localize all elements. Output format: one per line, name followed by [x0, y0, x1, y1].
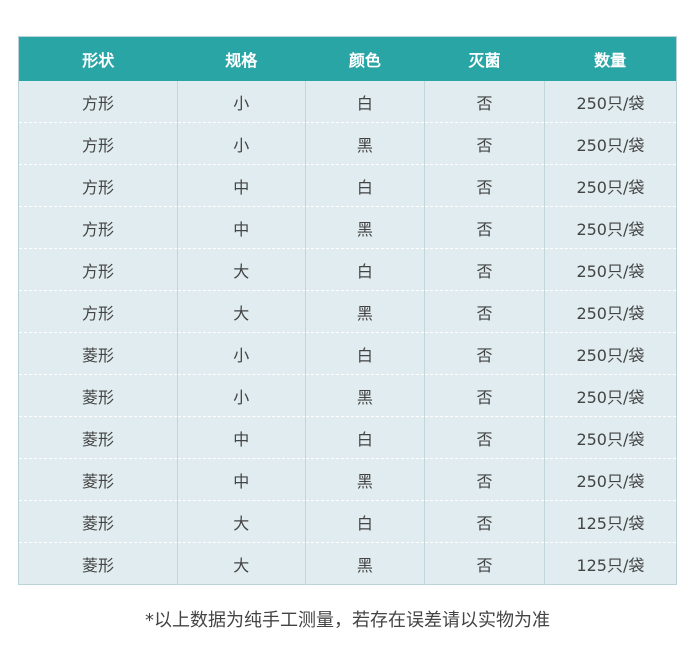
column-header: 颜色 — [305, 36, 425, 81]
table-cell: 菱形 — [18, 458, 178, 501]
table-row: 方形大白否 250只/袋 — [18, 248, 677, 291]
table-row: 方形大黑否 250只/袋 — [18, 290, 677, 333]
table-row: 菱形小黑否 250只/袋 — [18, 374, 677, 417]
table-cell: 方形 — [81, 93, 114, 113]
table-cell: 否 — [424, 122, 545, 165]
table-cell: 白 — [304, 248, 425, 291]
table-cell: 黑 — [304, 206, 425, 249]
table-header: 形状 规格 颜色 灭菌 数量 — [18, 36, 677, 81]
table-cell: 大 — [176, 542, 306, 585]
table-cell: 大 — [176, 290, 306, 333]
table-row: 菱形中黑否 250只/袋 — [18, 458, 677, 501]
table-cell: 250只/袋 — [543, 332, 677, 375]
table-cell: 菱形 — [18, 500, 178, 543]
table-row: 菱形中白否 250只/袋 — [18, 416, 677, 459]
table-row: 菱形大白否 125只/袋 — [18, 500, 677, 543]
table-row: 菱形大黑否 125只/袋 — [18, 542, 677, 585]
table-cell: 250只/袋 — [543, 374, 677, 417]
table-cell: 250只/袋 — [543, 290, 677, 333]
table-cell: 125只/袋 — [543, 500, 677, 543]
table-cell: 125只/袋 — [543, 542, 677, 585]
table-cell: 否 — [424, 332, 545, 375]
table-cell: 大 — [176, 500, 306, 543]
table-cell: 250只/袋 — [543, 164, 677, 207]
table-cell: 否 — [424, 290, 545, 333]
table-cell: 否 — [424, 206, 545, 249]
spec-table: 形状 规格 颜色 灭菌 数量 方形小白否 250只/袋 方形小黑否 250只/袋 方形中白否 25… — [18, 36, 677, 585]
table-cell: 250只/袋 — [543, 416, 677, 459]
table-cell: 菱形 — [18, 332, 178, 375]
table-cell: 白 — [304, 81, 425, 123]
table-cell: 小 — [176, 374, 306, 417]
table-cell: 否 — [424, 416, 545, 459]
table-cell: 白 — [304, 332, 425, 375]
table-cell: 白 — [304, 416, 425, 459]
table-cell: 否 — [424, 81, 545, 123]
table-cell: 黑 — [304, 122, 425, 165]
table-cell: 方形 — [18, 290, 178, 333]
table-cell: 250只/袋 — [543, 81, 677, 123]
table-cell: 大 — [176, 248, 306, 291]
table-cell: 黑 — [304, 458, 425, 501]
table-cell: 小 — [176, 122, 306, 165]
table-cell: 250只/袋 — [543, 248, 677, 291]
table-cell: 白 — [304, 164, 425, 207]
table-cell: 白 — [304, 500, 425, 543]
table-cell: 黑 — [304, 290, 425, 333]
column-header: 数量 — [544, 36, 677, 81]
table-cell: 方形 — [18, 164, 178, 207]
table-cell: 否 — [424, 458, 545, 501]
table-cell: 菱形 — [18, 542, 178, 585]
table-cell: 中 — [176, 458, 306, 501]
table-cell: 否 — [424, 500, 545, 543]
table-cell: 方形 — [18, 248, 178, 291]
table-row: 方形中黑否 250只/袋 — [18, 206, 677, 249]
table-cell: 250只/袋 — [543, 122, 677, 165]
table-cell: 中 — [176, 206, 306, 249]
table-cell: 黑 — [304, 374, 425, 417]
table-cell: 菱形 — [18, 416, 178, 459]
table-cell: 方形 — [18, 122, 178, 165]
column-header: 灭菌 — [424, 36, 545, 81]
table-cell: 中 — [176, 416, 306, 459]
table-row: 方形小黑否 250只/袋 — [18, 122, 677, 165]
table-row: 方形 小白否 250只/袋 — [19, 81, 677, 123]
table-row: 菱形小白否 250只/袋 — [18, 332, 677, 375]
measurement-note: *以上数据为纯手工测量，若存在误差请以实物为准 — [145, 610, 550, 631]
column-header: 规格 — [177, 36, 306, 81]
table-cell: 菱形 — [18, 374, 178, 417]
column-header: 形状 — [18, 36, 178, 81]
table-cell: 黑 — [304, 542, 425, 585]
table-cell: 否 — [424, 164, 545, 207]
table-cell: 否 — [424, 248, 545, 291]
table-cell: 小 — [176, 332, 306, 375]
table-cell: 小 — [176, 81, 306, 123]
table-cell: 方形 — [18, 206, 178, 249]
table-cell: 否 — [424, 374, 545, 417]
table-cell: 250只/袋 — [543, 458, 677, 501]
table-cell: 否 — [424, 542, 545, 585]
table-row: 方形中白否 250只/袋 — [18, 164, 677, 207]
table-cell: 250只/袋 — [543, 206, 677, 249]
table-cell: 中 — [176, 164, 306, 207]
